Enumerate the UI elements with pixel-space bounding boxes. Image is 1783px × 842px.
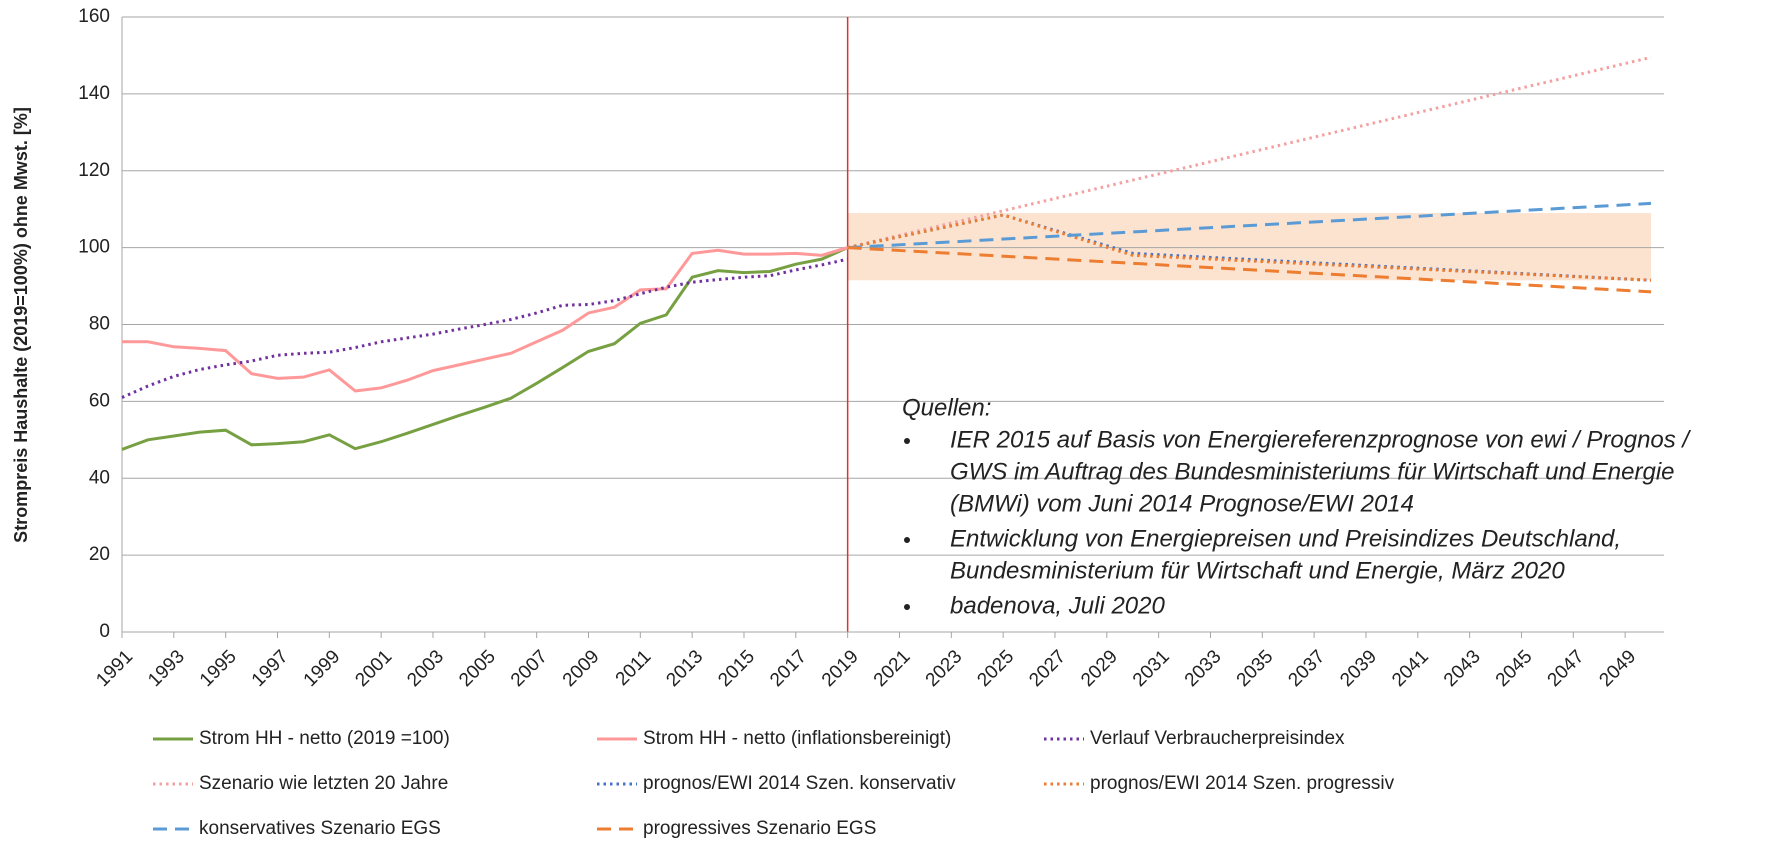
data-line (847, 201, 1652, 250)
x-tick-label: 2033 (1181, 646, 1226, 691)
y-tick-label: 80 (89, 314, 110, 335)
x-tick-label: 2007 (507, 646, 552, 691)
x-tick-label: 1997 (248, 646, 293, 691)
x-tick-label: 2001 (351, 646, 396, 691)
annotation-line: (BMWi) vom Juni 2014 Prognose/EWI 2014 (950, 490, 1414, 517)
y-tick-label: 140 (78, 83, 110, 104)
data-line (847, 213, 1652, 282)
x-tick-label: 2025 (973, 646, 1018, 691)
bullet (904, 604, 910, 610)
x-tick-label: 2045 (1492, 646, 1537, 691)
y-tick-label: 20 (89, 544, 110, 565)
bullet (904, 438, 910, 444)
x-tick-label: 2049 (1595, 646, 1640, 691)
x-tick-label: 2031 (1129, 646, 1174, 691)
x-tick-label: 2041 (1388, 646, 1433, 691)
x-tick-label: 2003 (403, 646, 448, 691)
legend-label: konservatives Szenario EGS (199, 818, 441, 839)
x-tick-label: 2021 (870, 646, 915, 691)
legend-label: prognos/EWI 2014 Szen. progressiv (1090, 773, 1395, 794)
data-line (122, 246, 849, 393)
x-tick-label: 1993 (144, 646, 189, 691)
legend-label: Verlauf Verbraucherpreisindex (1090, 728, 1345, 749)
x-tick-label: 2013 (662, 646, 707, 691)
x-tick-label: 1995 (196, 646, 241, 691)
x-tick-label: 2019 (818, 646, 863, 691)
legend-label: prognos/EWI 2014 Szen. konservativ (643, 773, 956, 794)
x-tick-label: 2005 (455, 646, 500, 691)
y-axis-title: Strompreis Haushalte (2019=100%) ohne Mw… (11, 107, 31, 543)
y-tick-label: 60 (89, 390, 110, 411)
annotation-title: Quellen: (902, 394, 991, 421)
data-line (121, 246, 849, 451)
x-tick-label: 1991 (92, 646, 137, 691)
annotation-line: GWS im Auftrag des Bundesministeriums fü… (950, 458, 1675, 485)
annotation-line: badenova, Juli 2020 (950, 592, 1165, 619)
x-tick-label: 2015 (714, 646, 759, 691)
data-line (121, 257, 848, 399)
annotation-line: Bundesministerium für Wirtschaft und Ene… (950, 557, 1565, 584)
x-tick-label: 2029 (1077, 646, 1122, 691)
legend-label: Szenario wie letzten 20 Jahre (199, 773, 448, 794)
x-tick-label: 2023 (922, 646, 967, 691)
legend-label: Strom HH - netto (2019 =100) (199, 728, 450, 749)
y-tick-label: 40 (89, 467, 110, 488)
x-tick-label: 2009 (559, 646, 604, 691)
x-tick-label: 2011 (612, 646, 656, 690)
y-tick-label: 120 (78, 160, 110, 181)
bullet (904, 537, 910, 543)
y-tick-label: 160 (78, 6, 110, 27)
x-tick-label: 1999 (300, 646, 345, 691)
legend-label: Strom HH - netto (inflationsbereinigt) (643, 728, 951, 749)
x-tick-label: 2039 (1336, 646, 1381, 691)
x-tick-label: 2027 (1025, 646, 1070, 691)
legend-label: progressives Szenario EGS (643, 818, 876, 839)
data-line (847, 246, 1652, 294)
x-tick-label: 2047 (1544, 646, 1589, 691)
x-tick-label: 2037 (1284, 646, 1329, 691)
annotation-line: IER 2015 auf Basis von Energiereferenzpr… (950, 426, 1691, 453)
x-tick-label: 2035 (1233, 646, 1278, 691)
y-tick-label: 0 (99, 621, 110, 642)
annotation-line: Entwicklung von Energiepreisen und Preis… (950, 525, 1621, 552)
x-tick-label: 2017 (766, 646, 811, 691)
y-tick-label: 100 (78, 237, 110, 258)
x-tick-label: 2043 (1440, 646, 1485, 691)
data-line (847, 55, 1652, 250)
